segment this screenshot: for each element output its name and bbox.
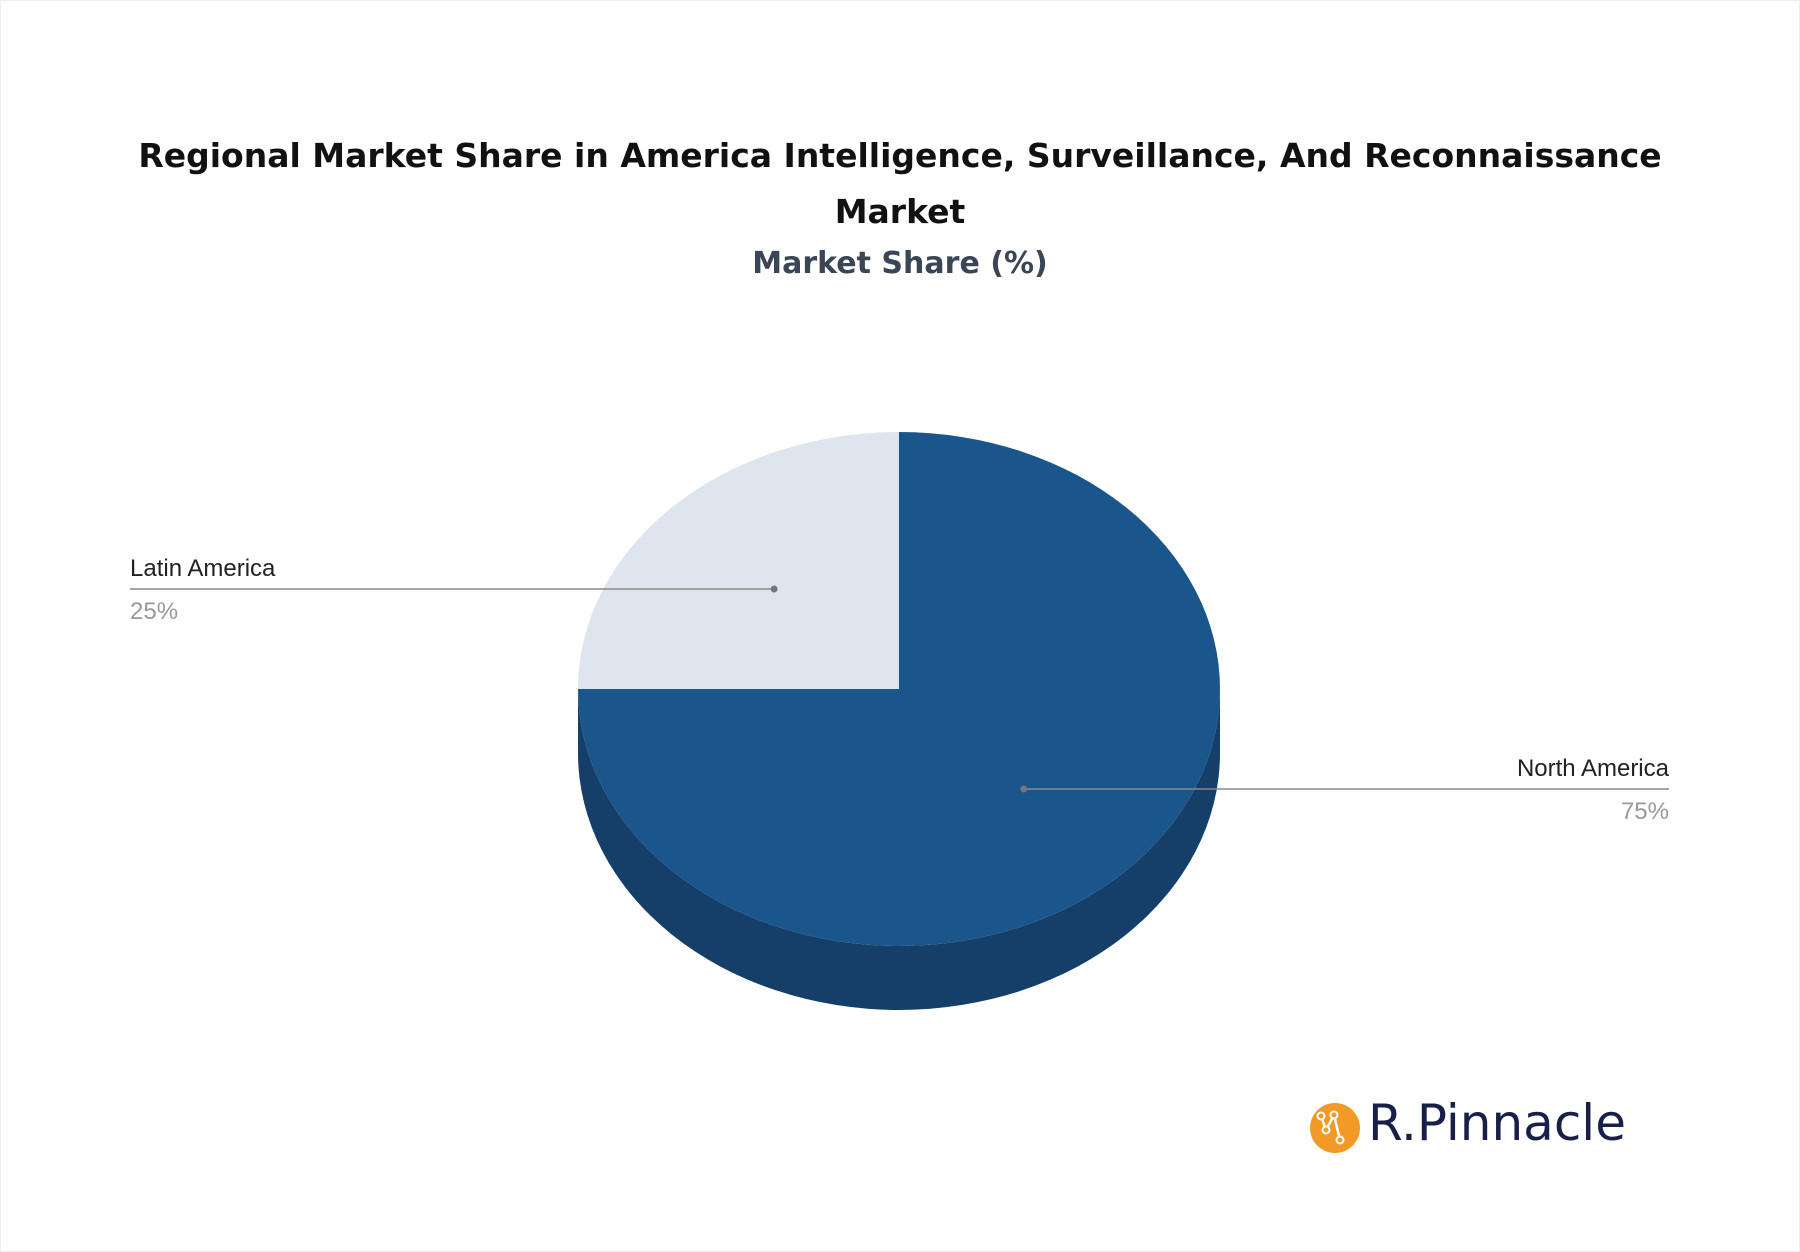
slice-label: Latin America (130, 555, 276, 582)
pie-side-0 (578, 689, 1220, 1010)
brand-name: R.Pinnacle (1368, 1094, 1626, 1152)
chart-title: Regional Market Share in America Intelli… (138, 136, 1662, 231)
slice-label: North America (1517, 755, 1670, 782)
chart-subtitle: Market Share (%) (752, 246, 1048, 281)
leader-dot (770, 585, 778, 593)
leader-dot (1020, 785, 1028, 793)
slice-value-label: 25% (130, 598, 178, 625)
slice-value-label: 75% (1621, 798, 1669, 825)
pie-slice-latin-america[interactable] (578, 432, 899, 689)
